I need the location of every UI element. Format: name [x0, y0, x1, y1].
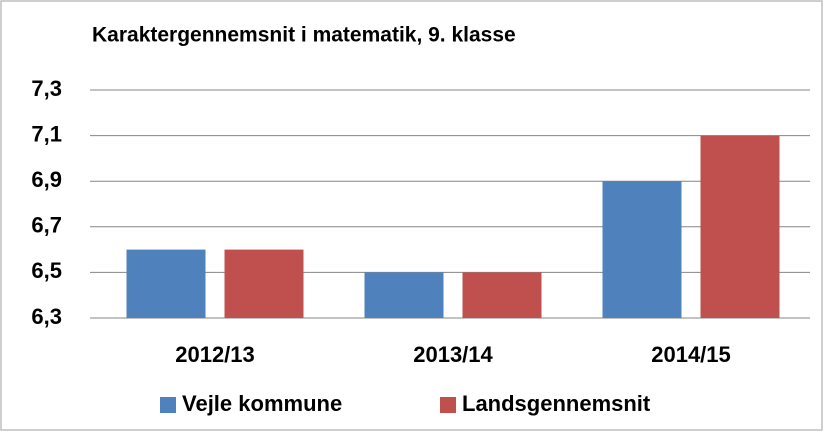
- x-tick-label: 2012/13: [175, 342, 255, 367]
- bar: [602, 181, 682, 318]
- bar: [224, 249, 304, 318]
- y-tick-label: 6,7: [31, 213, 62, 238]
- chart-title: Karaktergennemsnit i matematik, 9. klass…: [92, 24, 516, 47]
- y-tick-label: 6,3: [31, 304, 62, 329]
- bar: [364, 272, 444, 318]
- y-tick-label: 7,1: [31, 121, 62, 146]
- legend-swatch: [440, 397, 456, 413]
- y-tick-label: 6,5: [31, 258, 62, 283]
- x-tick-label: 2013/14: [413, 342, 493, 367]
- y-tick-label: 7,3: [31, 76, 62, 101]
- legend-label: Vejle kommune: [182, 391, 342, 416]
- bar: [126, 249, 206, 318]
- legend-label: Landsgennemsnit: [462, 391, 651, 416]
- legend-swatch: [160, 397, 176, 413]
- bar: [700, 135, 780, 318]
- x-tick-label: 2014/15: [651, 342, 731, 367]
- y-tick-label: 6,9: [31, 167, 62, 192]
- bar: [462, 272, 542, 318]
